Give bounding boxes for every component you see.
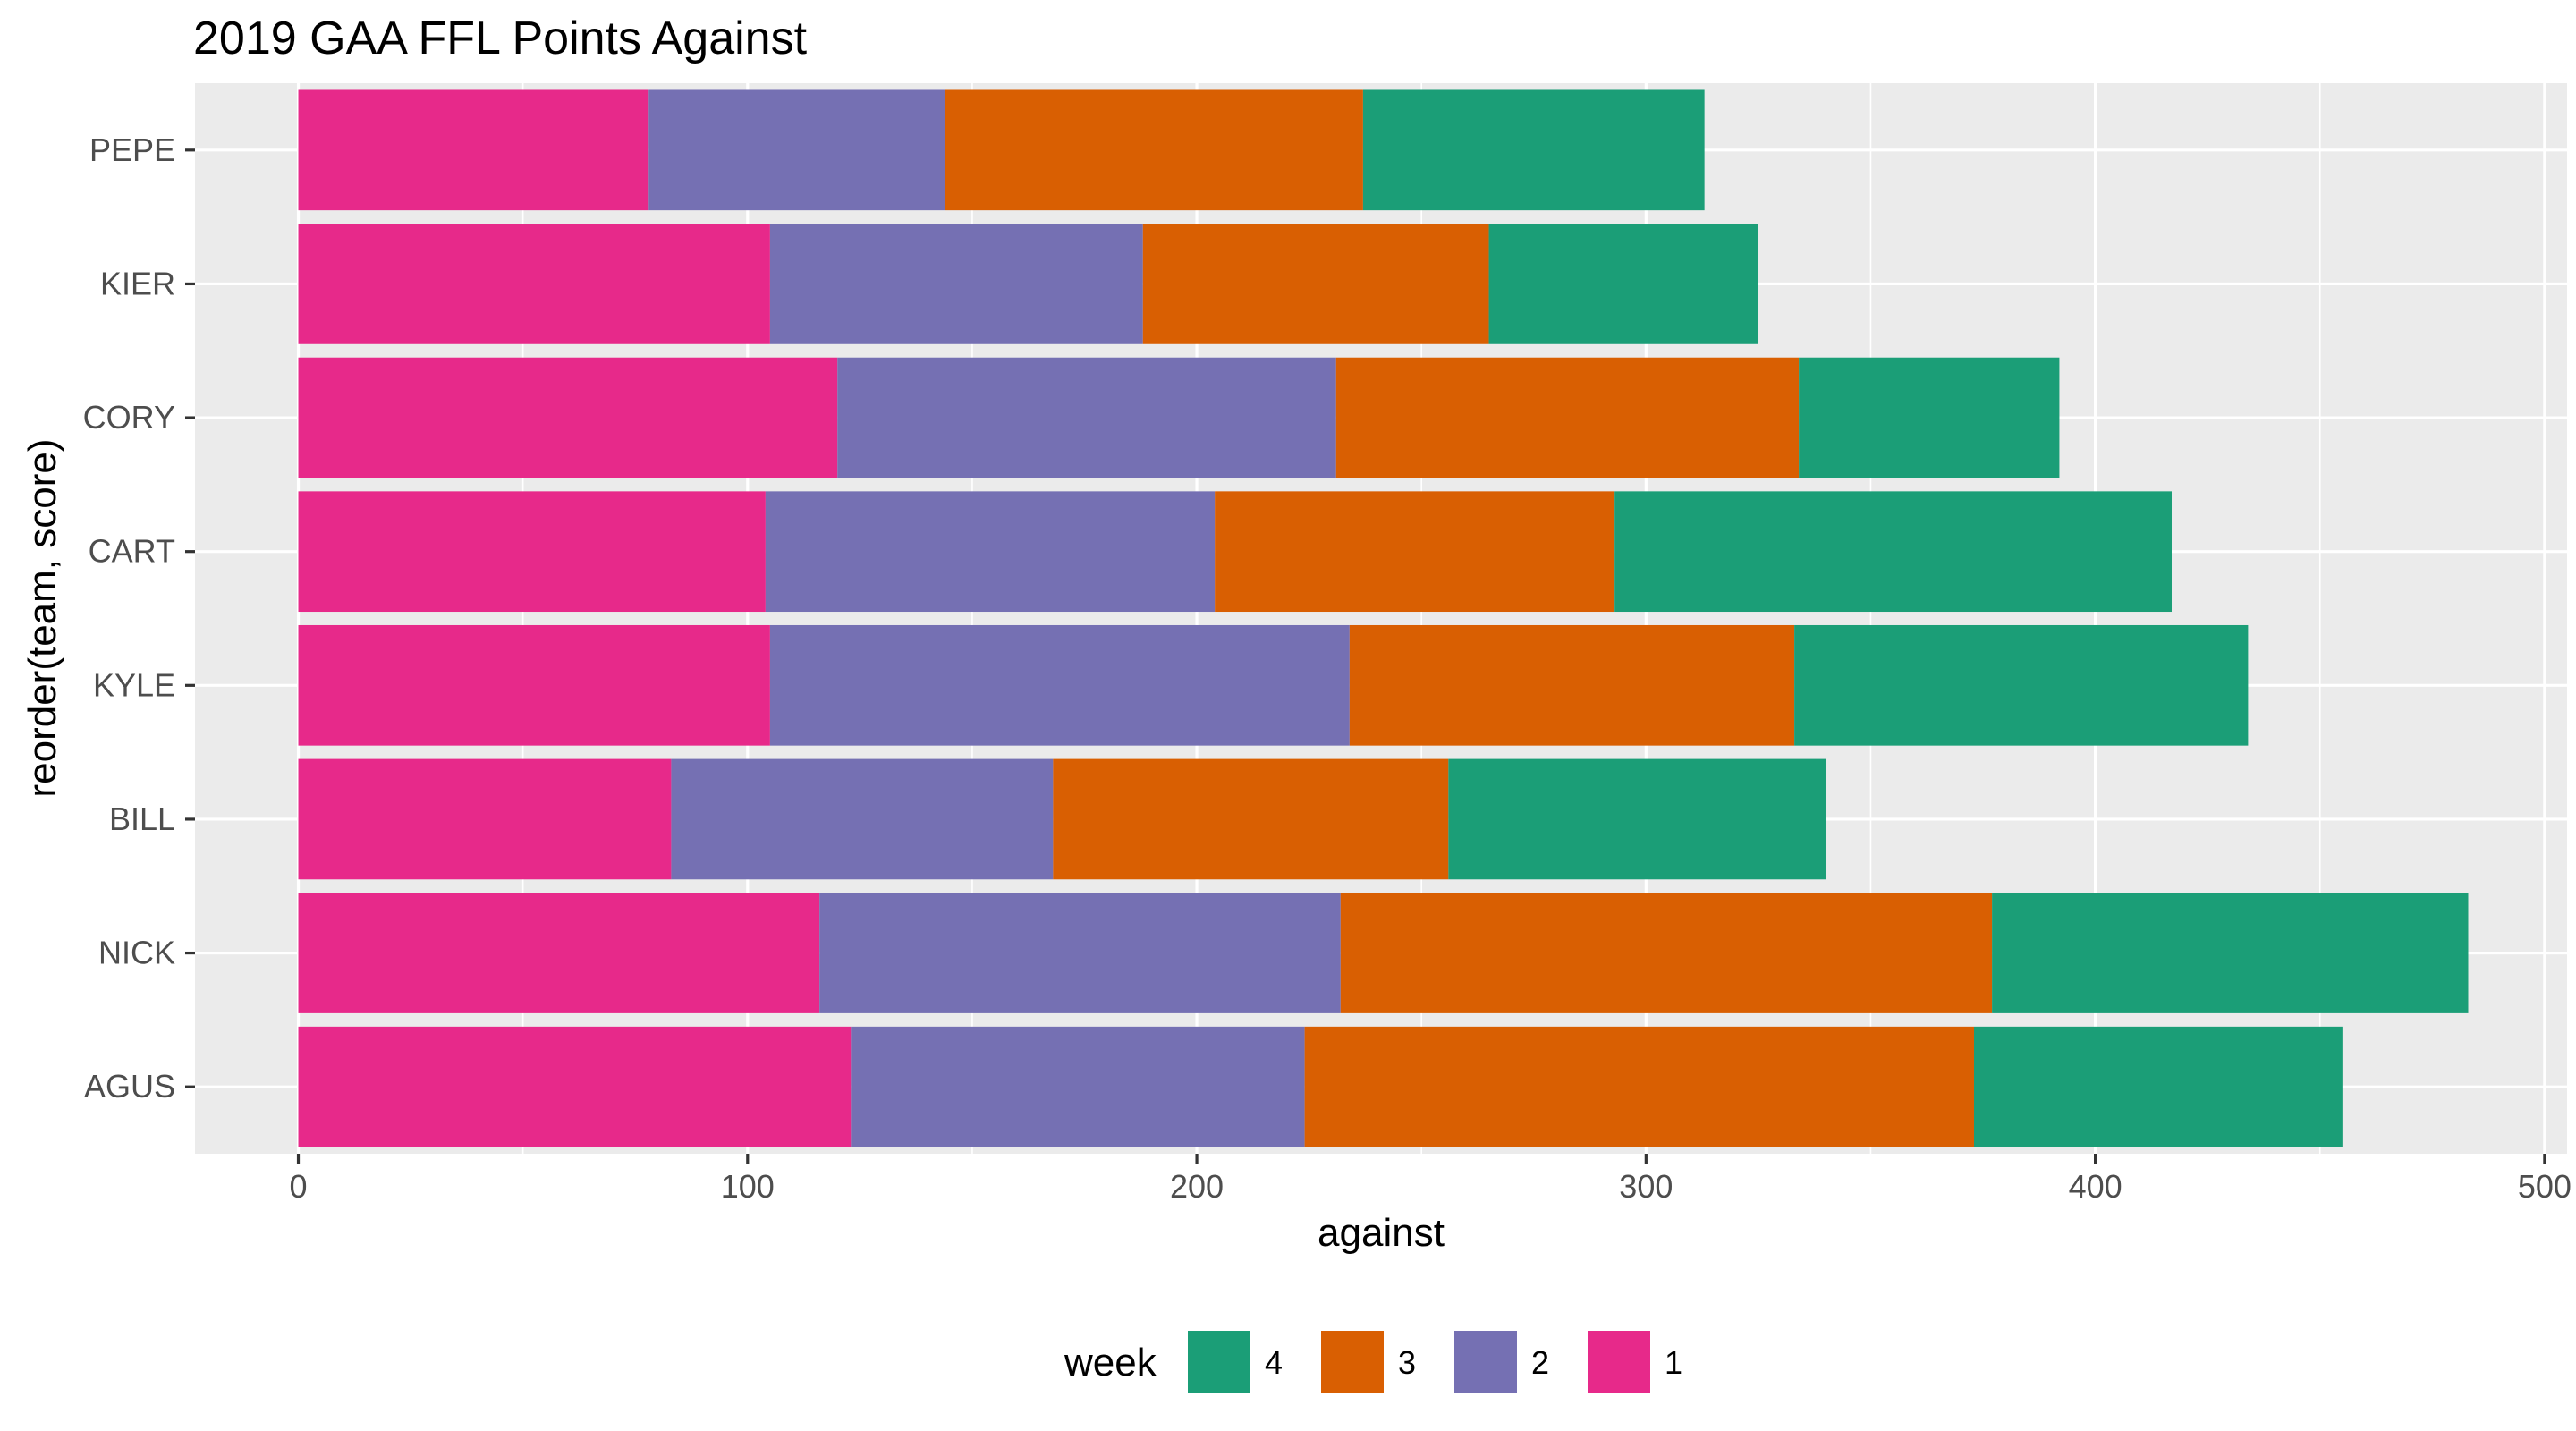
bar-segment-kier-week-3 [1142,224,1489,344]
bar-segment-kyle-week-4 [1794,624,2249,746]
legend-key-week-4 [1188,1331,1250,1393]
x-tick-label: 100 [721,1168,775,1205]
bar-segment-nick-week-2 [819,893,1341,1013]
y-axis-title: reorder(team, score) [21,438,64,797]
bar-segment-kier-week-1 [298,224,770,344]
bar-segment-nick-week-4 [1992,893,2469,1013]
bar-segment-agus-week-4 [1974,1026,2343,1147]
y-tick-label: CART [89,533,175,570]
x-axis: 0 100 200 300 400 500 [290,1154,2572,1205]
bar-segment-kier-week-4 [1488,224,1758,344]
legend: week 4 3 2 1 [1063,1331,1682,1393]
bars [298,89,2469,1147]
y-tick-label: CORY [83,399,175,436]
bar-segment-cart-week-4 [1614,491,2172,613]
bar-segment-cory-week-4 [1799,357,2060,478]
bar-segment-nick-week-1 [298,893,820,1013]
bar-segment-kier-week-2 [769,224,1143,344]
y-tick-label: BILL [109,800,175,837]
bar-segment-kyle-week-3 [1349,624,1795,746]
bar-segment-bill-week-4 [1448,758,1826,880]
x-tick-label: 300 [1619,1168,1673,1205]
legend-key-week-2 [1454,1331,1517,1393]
bar-segment-agus-week-1 [298,1026,852,1147]
y-tick-label: PEPE [89,131,175,168]
x-axis-title: against [1318,1211,1445,1255]
bar-segment-cory-week-2 [837,357,1336,478]
chart-title: 2019 GAA FFL Points Against [193,13,808,64]
legend-label: 4 [1265,1344,1283,1381]
bar-segment-pepe-week-3 [945,89,1363,211]
bar-segment-cart-week-1 [298,491,766,613]
y-axis: PEPE KIER CORY CART KYLE BILL NICK AGUS [83,131,195,1105]
legend-key-week-1 [1588,1331,1650,1393]
y-tick-label: AGUS [84,1068,175,1105]
x-tick-label: 400 [2069,1168,2123,1205]
bar-segment-pepe-week-1 [298,89,649,211]
bar-segment-cart-week-2 [765,491,1216,613]
legend-label: 3 [1398,1344,1416,1381]
bar-segment-agus-week-2 [851,1026,1305,1147]
y-tick-label: KIER [100,265,175,301]
legend-label: 1 [1665,1344,1682,1381]
bar-segment-pepe-week-2 [648,89,945,211]
bar-segment-kyle-week-1 [298,624,770,746]
x-tick-label: 500 [2518,1168,2572,1205]
bar-segment-cart-week-3 [1215,491,1615,613]
x-tick-label: 0 [290,1168,308,1205]
bar-segment-bill-week-2 [671,758,1054,880]
bar-segment-pepe-week-4 [1362,89,1705,211]
y-tick-label: KYLE [93,666,175,703]
bar-segment-bill-week-1 [298,758,672,880]
y-tick-label: NICK [98,935,175,971]
legend-label: 2 [1531,1344,1549,1381]
legend-key-week-3 [1321,1331,1384,1393]
bar-segment-kyle-week-2 [769,624,1350,746]
legend-title: week [1063,1341,1157,1384]
bar-segment-cory-week-1 [298,357,838,478]
bar-segment-bill-week-3 [1053,758,1449,880]
x-tick-label: 200 [1170,1168,1224,1205]
bar-segment-agus-week-3 [1304,1026,1974,1147]
bar-segment-nick-week-3 [1340,893,1993,1013]
bar-segment-cory-week-3 [1335,357,1800,478]
